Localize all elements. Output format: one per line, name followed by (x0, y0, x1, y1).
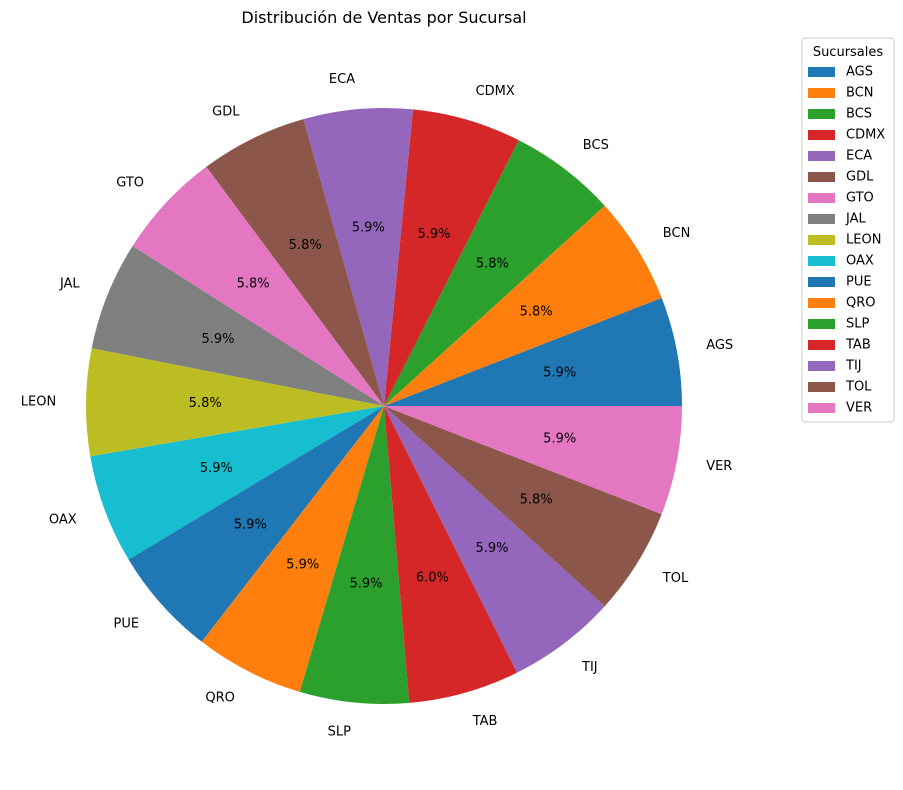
legend-label-tab: TAB (845, 338, 871, 353)
legend-swatch-tij (808, 361, 835, 371)
slice-jal (91, 246, 384, 406)
category-label-bcs: BCS (583, 138, 609, 153)
percent-label-gdl: 5.8% (289, 238, 322, 253)
percent-label-slp: 5.9% (349, 576, 382, 591)
slice-tol (384, 406, 662, 607)
category-label-gto: GTO (116, 175, 144, 190)
percent-label-bcs: 5.8% (476, 256, 509, 271)
category-label-ver: VER (706, 459, 732, 474)
category-label-jal: JAL (59, 277, 80, 292)
percent-label-pue: 5.9% (234, 517, 267, 532)
legend-label-oax: OAX (846, 254, 874, 269)
legend-swatch-oax (808, 256, 835, 266)
category-label-eca: ECA (329, 72, 355, 87)
legend-label-bcs: BCS (846, 107, 872, 122)
legend-label-pue: PUE (846, 275, 872, 290)
percent-label-jal: 5.9% (201, 332, 234, 347)
legend-title: Sucursales (813, 45, 884, 60)
category-label-tol: TOL (662, 571, 689, 586)
percent-label-ags: 5.9% (543, 366, 576, 381)
percent-label-eca: 5.9% (352, 220, 385, 235)
category-label-gdl: GDL (212, 104, 240, 119)
chart-title: Distribución de Ventas por Sucursal (241, 8, 526, 27)
category-label-cdmx: CDMX (476, 84, 515, 99)
legend-swatch-pue (808, 277, 835, 287)
category-label-tab: TAB (472, 714, 498, 729)
legend-label-slp: SLP (846, 317, 869, 332)
legend-swatch-gdl (808, 172, 835, 182)
slice-bcn (384, 205, 662, 406)
legend-swatch-jal (808, 214, 835, 224)
category-label-ags: AGS (706, 338, 733, 353)
legend-swatch-eca (808, 151, 835, 161)
slice-pue (128, 406, 384, 642)
category-label-slp: SLP (328, 725, 351, 740)
legend-label-cdmx: CDMX (846, 128, 885, 143)
legend-label-gdl: GDL (846, 170, 874, 185)
slice-leon (86, 348, 384, 457)
percent-label-bcn: 5.8% (520, 304, 553, 319)
slice-qro (201, 406, 384, 692)
slice-eca (303, 108, 414, 407)
legend-label-jal: JAL (845, 212, 866, 227)
category-label-oax: OAX (49, 513, 77, 528)
legend-label-qro: QRO (846, 296, 876, 311)
slice-slp (299, 406, 410, 704)
legend-swatch-bcs (808, 109, 835, 119)
pie-slices (86, 108, 683, 704)
legend-swatch-bcn (808, 88, 835, 98)
legend-label-tol: TOL (845, 380, 872, 395)
legend-swatch-slp (808, 319, 835, 329)
legend-label-bcn: BCN (846, 86, 874, 101)
legend-label-ver: VER (846, 401, 872, 416)
legend-swatch-tab (808, 340, 835, 350)
legend-swatch-tol (808, 382, 835, 392)
slice-gdl (206, 119, 384, 407)
percent-label-ver: 5.9% (543, 432, 576, 447)
percent-label-cdmx: 5.9% (417, 227, 450, 242)
legend-swatch-ags (808, 67, 835, 77)
slice-tab (384, 406, 518, 703)
legend-label-ags: AGS (846, 65, 873, 80)
category-label-bcn: BCN (663, 226, 691, 241)
slice-cdmx (384, 109, 519, 407)
legend-label-gto: GTO (846, 191, 874, 206)
legend-label-leon: LEON (846, 233, 881, 248)
legend-swatch-cdmx (808, 130, 835, 140)
category-label-tij: TIJ (581, 660, 598, 675)
percent-label-gto: 5.8% (237, 277, 270, 292)
slice-ags (384, 297, 683, 406)
legend-swatch-gto (808, 193, 835, 203)
category-label-pue: PUE (114, 616, 140, 631)
percent-labels: 5.9% 5.8% 5.8% 5.9% 5.9% 5.8% 5.8% 5.9% 5.8% 5.9%… (189, 220, 577, 591)
slice-ver (384, 406, 682, 515)
category-label-qro: QRO (205, 690, 235, 705)
percent-label-tab: 6.0% (416, 571, 449, 586)
legend-label-tij: TIJ (845, 359, 862, 374)
legend-swatch-leon (808, 235, 835, 245)
slice-gto (132, 166, 384, 406)
legend-items: AGS BCN BCS CDMX ECA GDL GTO JAL LEON OAX PUE QRO SL… (808, 65, 885, 416)
legend-swatch-ver (808, 403, 835, 413)
category-labels: AGS BCN BCS CDMX ECA GDL GTO JAL LEON OAX PUE QRO SL… (21, 72, 733, 740)
legend-swatch-qro (808, 298, 835, 308)
legend-label-eca: ECA (846, 149, 872, 164)
slice-bcs (384, 140, 605, 406)
percent-label-tol: 5.8% (520, 493, 553, 508)
legend: Sucursales AGS BCN BCS CDMX ECA GDL GTO JAL LEON… (801, 37, 895, 423)
slice-tij (384, 406, 605, 673)
percent-label-qro: 5.9% (286, 558, 319, 573)
percent-label-oax: 5.9% (200, 461, 233, 476)
percent-label-tij: 5.9% (475, 541, 508, 556)
percent-label-leon: 5.8% (189, 396, 222, 411)
category-label-leon: LEON (21, 394, 56, 409)
slice-oax (90, 406, 385, 560)
